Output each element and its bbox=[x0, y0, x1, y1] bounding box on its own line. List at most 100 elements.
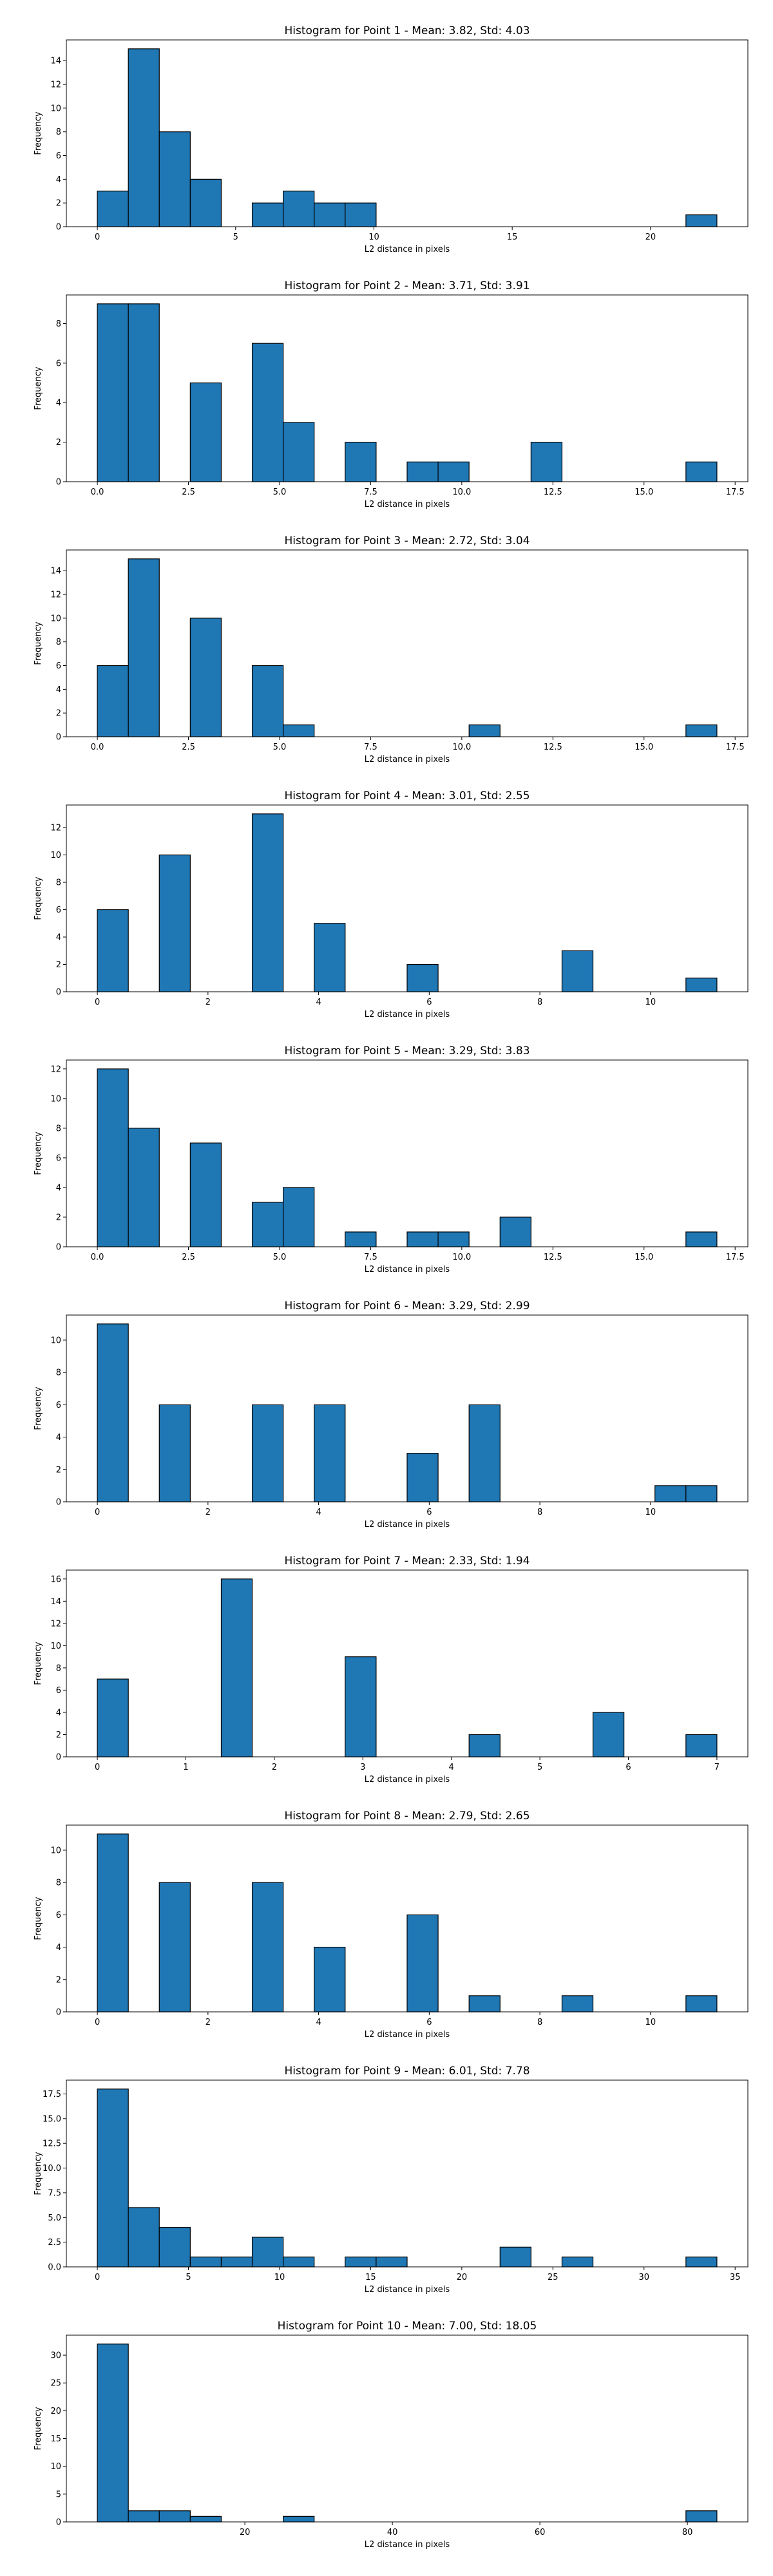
histogram-bar bbox=[376, 2257, 408, 2268]
histogram-bar bbox=[251, 2237, 284, 2268]
histogram-bar bbox=[97, 2344, 129, 2523]
x-tick-label: 7.5 bbox=[364, 743, 377, 752]
x-tick-label: 10 bbox=[645, 998, 656, 1007]
plot-frame bbox=[66, 2079, 749, 2268]
y-tick-label: 10 bbox=[50, 1336, 61, 1345]
histogram-bar bbox=[685, 461, 718, 482]
histogram-bar bbox=[561, 2257, 594, 2268]
y-tick-label: 0 bbox=[56, 1753, 61, 1763]
histogram-bar bbox=[251, 202, 284, 227]
x-tick-label: 20 bbox=[240, 2528, 251, 2537]
plot-frame bbox=[66, 804, 749, 992]
y-axis-label: Frequency bbox=[33, 2407, 43, 2450]
x-tick-label: 10.0 bbox=[452, 488, 471, 497]
y-tick-label: 0 bbox=[56, 478, 61, 488]
histogram-bar bbox=[437, 461, 470, 482]
histogram-bar bbox=[97, 303, 129, 482]
y-tick-label: 6 bbox=[56, 1911, 61, 1920]
histogram-bar bbox=[251, 813, 284, 992]
y-tick-label: 10 bbox=[50, 104, 61, 113]
histogram-bar bbox=[345, 442, 377, 482]
x-tick-label: 3 bbox=[360, 1763, 365, 1772]
x-tick-label: 60 bbox=[535, 2528, 546, 2537]
histogram-bar bbox=[128, 558, 160, 737]
x-tick-label: 5 bbox=[233, 232, 238, 242]
histogram-bar bbox=[468, 1404, 501, 1502]
x-tick-label: 20 bbox=[645, 232, 656, 242]
histogram-bar bbox=[158, 854, 191, 992]
x-tick-label: 2 bbox=[205, 998, 211, 1007]
chart-title: Histogram for Point 3 - Mean: 2.72, Std:… bbox=[284, 535, 530, 547]
x-tick-label: 15.0 bbox=[635, 743, 653, 752]
y-tick-label: 6 bbox=[56, 359, 61, 368]
x-tick-label: 2 bbox=[205, 1508, 211, 1517]
histogram-bar bbox=[468, 724, 501, 737]
x-axis-label: L2 distance in pixels bbox=[365, 2030, 450, 2040]
plot-frame bbox=[66, 1824, 749, 2012]
y-tick-label: 12 bbox=[50, 591, 61, 600]
x-tick-label: 10 bbox=[274, 2273, 285, 2282]
x-tick-label: 7.5 bbox=[364, 1253, 377, 1262]
histogram-bar bbox=[345, 2257, 377, 2268]
y-tick-label: 10 bbox=[50, 851, 61, 860]
histogram-bar bbox=[97, 191, 129, 227]
x-tick-label: 0.0 bbox=[91, 1253, 104, 1262]
y-axis-label: Frequency bbox=[33, 1387, 43, 1430]
histogram-bar bbox=[97, 909, 129, 992]
histogram-bar bbox=[345, 1231, 377, 1247]
x-tick-label: 15.0 bbox=[635, 488, 653, 497]
y-axis-label: Frequency bbox=[33, 366, 43, 410]
y-tick-label: 2 bbox=[56, 199, 61, 209]
x-axis-label: L2 distance in pixels bbox=[365, 2540, 450, 2550]
y-tick-label: 6 bbox=[56, 1686, 61, 1696]
y-tick-label: 16 bbox=[50, 1575, 61, 1584]
x-axis-label: L2 distance in pixels bbox=[365, 500, 450, 509]
histogram-bar bbox=[468, 1995, 501, 2012]
y-tick-label: 6 bbox=[56, 1153, 61, 1163]
histogram-panel-10: Histogram for Point 10 - Mean: 7.00, Std… bbox=[33, 2320, 749, 2550]
histogram-bar bbox=[158, 1882, 191, 2012]
y-tick-label: 10.0 bbox=[43, 2164, 61, 2174]
y-tick-label: 8 bbox=[56, 1879, 61, 1888]
y-tick-label: 0 bbox=[56, 1498, 61, 1508]
chart-title: Histogram for Point 6 - Mean: 3.29, Std:… bbox=[284, 1300, 530, 1312]
histogram-panel-7: Histogram for Point 7 - Mean: 2.33, Std:… bbox=[33, 1555, 749, 1785]
x-tick-label: 15.0 bbox=[635, 1253, 653, 1262]
x-axis-label: L2 distance in pixels bbox=[365, 755, 450, 764]
histogram-panel-4: Histogram for Point 4 - Mean: 3.01, Std:… bbox=[33, 790, 749, 1019]
histogram-bar bbox=[128, 2510, 160, 2523]
x-axis-label: L2 distance in pixels bbox=[365, 1520, 450, 1530]
histogram-bar bbox=[158, 2227, 191, 2268]
y-tick-label: 2 bbox=[56, 960, 61, 970]
histogram-bar bbox=[314, 1946, 346, 2012]
y-tick-label: 8 bbox=[56, 128, 61, 137]
y-tick-label: 7.5 bbox=[48, 2188, 61, 2198]
plot-frame bbox=[66, 39, 749, 227]
histogram-bar bbox=[592, 1712, 625, 1757]
y-tick-label: 4 bbox=[56, 175, 61, 185]
x-tick-label: 2.5 bbox=[182, 1253, 195, 1262]
histogram-bar bbox=[97, 2088, 129, 2268]
histogram-bar bbox=[220, 1578, 253, 1757]
x-tick-label: 6 bbox=[426, 1508, 432, 1517]
histogram-bar bbox=[406, 461, 439, 482]
x-tick-label: 0 bbox=[95, 232, 100, 242]
x-tick-label: 15 bbox=[507, 232, 518, 242]
chart-title: Histogram for Point 4 - Mean: 3.01, Std:… bbox=[284, 790, 530, 802]
y-tick-label: 0 bbox=[56, 2518, 61, 2528]
x-tick-label: 8 bbox=[537, 998, 542, 1007]
histogram-bar bbox=[189, 382, 222, 482]
y-axis-label: Frequency bbox=[33, 1642, 43, 1685]
y-tick-label: 6 bbox=[56, 661, 61, 671]
y-axis-label: Frequency bbox=[33, 1897, 43, 1940]
y-axis-label: Frequency bbox=[33, 1132, 43, 1175]
histogram-bar bbox=[158, 2510, 191, 2523]
x-tick-label: 8 bbox=[537, 2018, 542, 2027]
histogram-bar bbox=[189, 2257, 222, 2268]
y-tick-label: 14 bbox=[50, 567, 61, 576]
x-tick-label: 10 bbox=[645, 2018, 656, 2027]
histogram-bar bbox=[406, 1453, 439, 1502]
x-tick-label: 6 bbox=[426, 998, 432, 1007]
y-tick-label: 2 bbox=[56, 1730, 61, 1740]
y-tick-label: 12 bbox=[50, 824, 61, 833]
